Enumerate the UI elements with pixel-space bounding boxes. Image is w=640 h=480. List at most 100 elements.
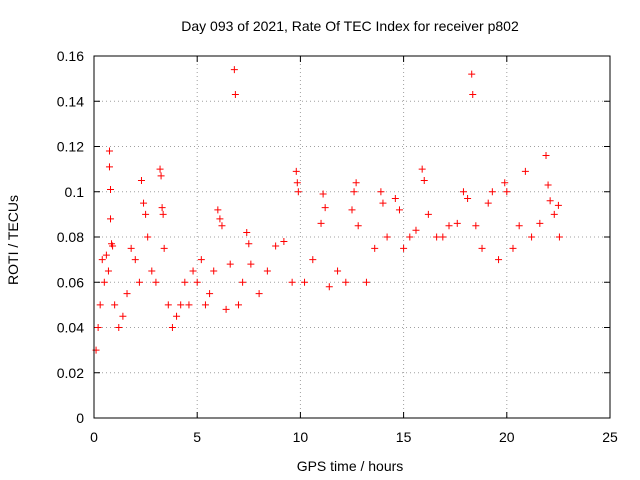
x-axis-label: GPS time / hours (297, 458, 404, 474)
data-point (164, 301, 172, 309)
data-point (135, 278, 143, 286)
data-point (288, 278, 296, 286)
data-point (362, 278, 370, 286)
data-point (472, 222, 480, 230)
data-point (102, 251, 110, 259)
data-point (348, 206, 356, 214)
data-point (127, 244, 135, 252)
data-point (243, 228, 251, 236)
data-point (478, 244, 486, 252)
data-point (503, 188, 511, 196)
data-point (168, 324, 176, 331)
data-point (115, 324, 123, 331)
data-point (105, 147, 113, 155)
data-point (177, 301, 185, 309)
data-point (201, 301, 209, 309)
x-tick-label: 10 (293, 429, 309, 445)
y-tick-label: 0 (76, 410, 84, 426)
data-point (263, 267, 271, 275)
data-point (528, 233, 536, 241)
data-point (350, 188, 358, 196)
data-point (152, 278, 160, 286)
data-point (137, 176, 145, 184)
data-point (509, 244, 517, 252)
data-point (105, 163, 113, 171)
data-point (354, 222, 362, 230)
data-point (418, 165, 426, 173)
data-point (391, 195, 399, 203)
data-point (406, 233, 414, 241)
data-point (334, 267, 342, 275)
data-point (216, 215, 224, 223)
data-point (453, 219, 461, 227)
data-point (377, 188, 385, 196)
x-tick-label: 20 (499, 429, 515, 445)
y-tick-label: 0.12 (57, 139, 84, 155)
chart-title: Day 093 of 2021, Rate Of TEC Index for r… (181, 18, 519, 34)
x-tick-label: 25 (602, 429, 618, 445)
data-point (107, 185, 115, 193)
data-point (459, 188, 467, 196)
data-point (412, 226, 420, 234)
data-point (383, 233, 391, 241)
data-point (109, 242, 117, 250)
data-point (536, 219, 544, 227)
data-point (197, 256, 205, 264)
data-point (292, 167, 300, 175)
data-point (433, 233, 441, 241)
data-point (445, 222, 453, 230)
data-point (555, 233, 563, 241)
data-point (231, 90, 239, 98)
data-point (469, 90, 477, 98)
x-tick-label: 15 (396, 429, 412, 445)
data-point (542, 152, 550, 160)
data-point (214, 206, 222, 214)
data-point (239, 278, 247, 286)
data-point (319, 190, 327, 198)
data-point (371, 244, 379, 252)
data-point (159, 210, 167, 218)
data-point (104, 267, 112, 275)
data-point (247, 260, 255, 268)
data-point (107, 215, 115, 223)
data-point (379, 199, 387, 207)
data-point (131, 256, 139, 264)
data-point (100, 278, 108, 286)
data-point (439, 233, 447, 241)
y-tick-label: 0.06 (57, 274, 84, 290)
y-tick-label: 0.14 (57, 93, 84, 109)
data-point (468, 70, 476, 78)
data-point (189, 267, 197, 275)
data-point (400, 244, 408, 252)
data-point (226, 260, 234, 268)
data-point (424, 210, 432, 218)
grid-lines (94, 56, 610, 418)
data-point (230, 66, 238, 74)
plot-frame (93, 55, 611, 419)
data-point (420, 176, 428, 184)
data-point (218, 222, 226, 230)
x-tick-label: 0 (90, 429, 98, 445)
data-point (501, 179, 509, 187)
data-point (395, 206, 403, 214)
data-point (123, 290, 131, 298)
data-point (294, 188, 302, 196)
data-point (173, 312, 181, 320)
data-point (98, 256, 106, 264)
data-point (245, 240, 253, 248)
data-point (140, 199, 148, 207)
data-point (293, 179, 301, 187)
x-tick-label: 5 (193, 429, 201, 445)
data-point (142, 210, 150, 218)
data-point (352, 179, 360, 187)
data-point (317, 219, 325, 227)
data-point (111, 301, 119, 309)
data-point (484, 199, 492, 207)
data-point (206, 290, 214, 298)
data-point (488, 188, 496, 196)
data-point (193, 278, 201, 286)
data-point (119, 312, 127, 320)
data-point (222, 305, 230, 313)
data-point (342, 278, 350, 286)
